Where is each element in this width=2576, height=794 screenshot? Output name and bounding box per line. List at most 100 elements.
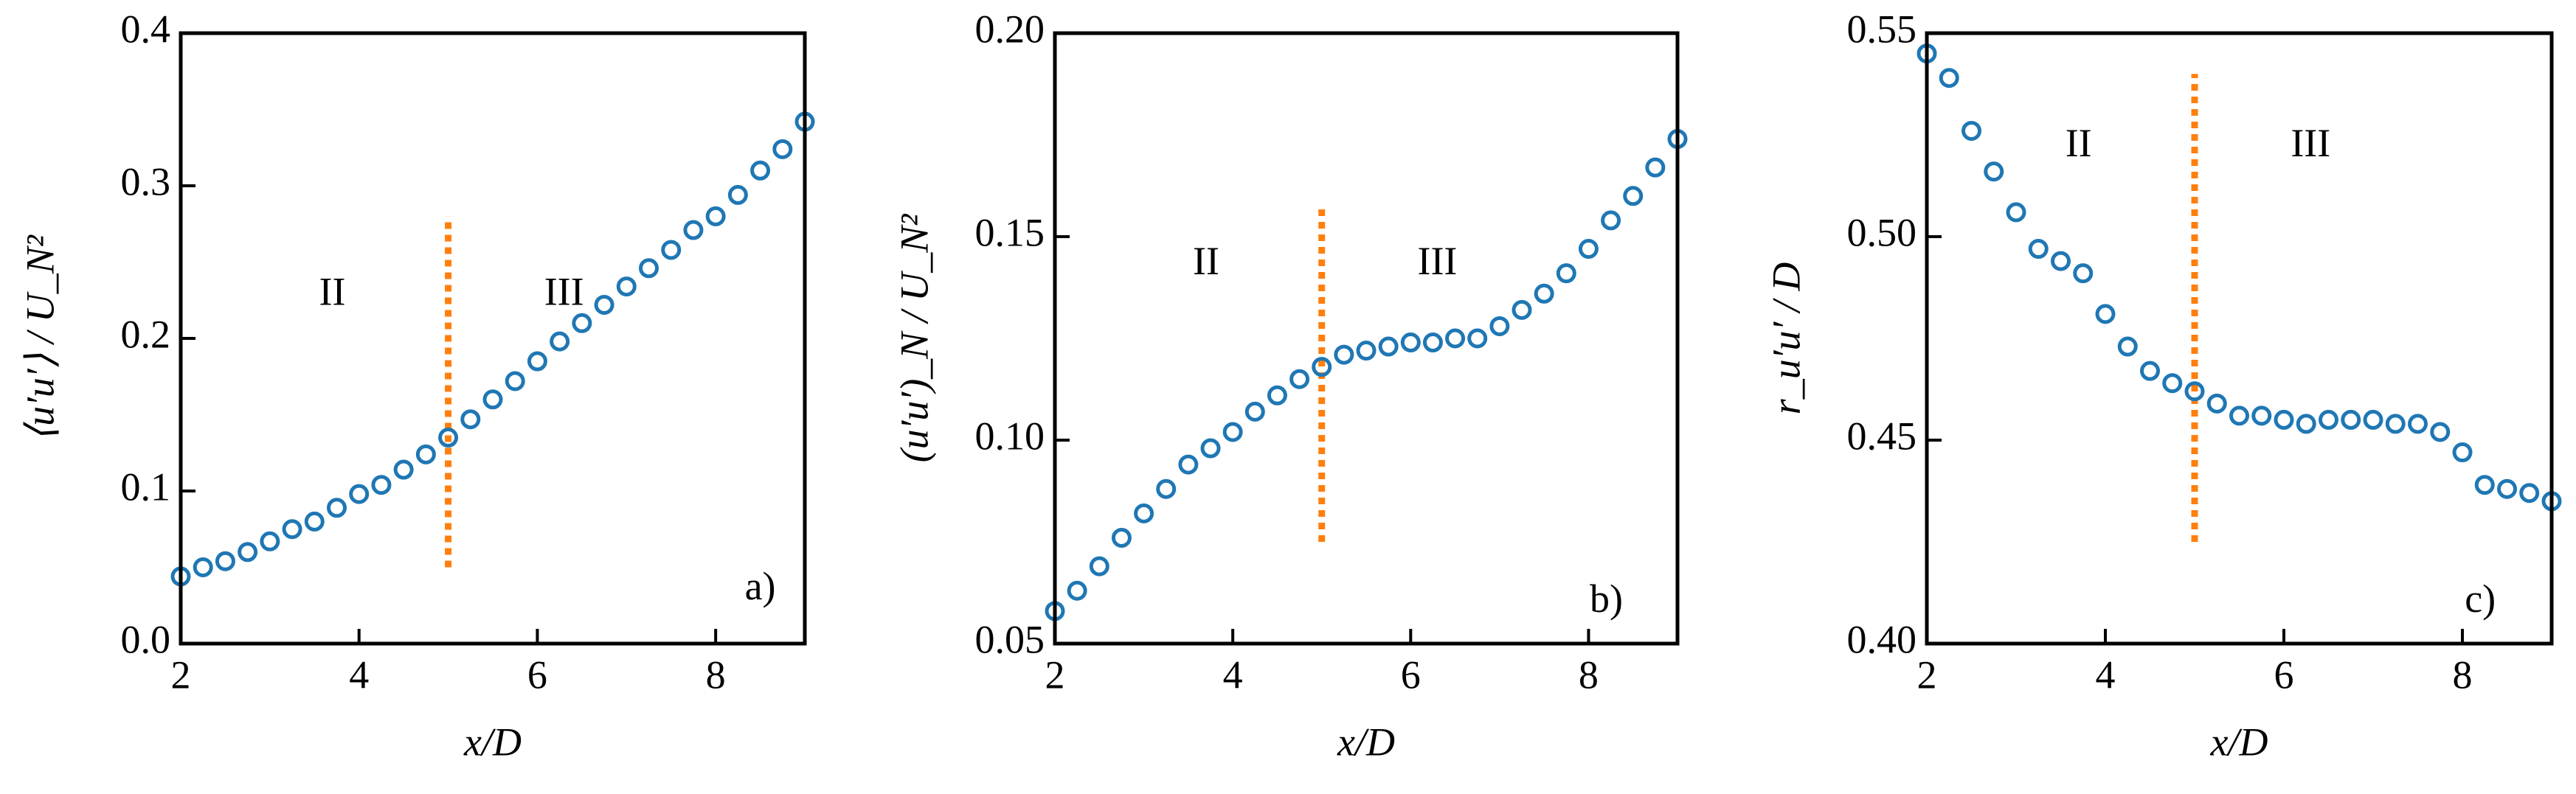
data-point [1512,299,1532,320]
data-point [639,258,659,279]
data-point [2474,475,2495,495]
data-point [215,551,235,571]
data-point [460,409,481,430]
data-point [2206,393,2227,414]
data-point [2385,414,2406,434]
x-tick-label: 6 [1401,652,1421,697]
data-point [1222,422,1243,442]
data-point [2117,336,2138,357]
data-point [2051,251,2071,271]
data-point [2296,414,2316,434]
data-point [2184,381,2205,402]
y-tick-label: 0.45 [1847,414,1917,458]
data-point [282,519,302,540]
annotation: III [2291,121,2330,165]
data-point [1356,341,1377,361]
data-point [572,313,592,333]
annotation: c) [2465,577,2496,621]
y-axis-label: (u′u′)_N / U_N² [892,214,936,463]
data-point [1111,527,1132,548]
annotation: III [544,269,584,313]
data-point [750,160,771,181]
data-point [550,331,570,352]
data-point [1556,263,1576,284]
data-point [2095,304,2116,324]
annotation: II [2066,121,2092,165]
data-point [616,276,637,297]
data-point [1962,120,1981,141]
data-point [1623,186,1644,206]
data-point [1489,316,1510,336]
data-point [2497,478,2517,499]
data-point [1267,385,1287,405]
data-point [1422,332,1443,353]
data-point [1645,157,1666,178]
data-point [705,206,726,226]
plot-frame [179,31,807,646]
x-tick-label: 8 [2453,652,2473,697]
data-point [438,428,459,448]
x-tick-label: 2 [1045,652,1065,697]
x-tick-label: 4 [1223,652,1243,697]
data-point [2408,414,2428,434]
x-axis-label: x/D [2210,720,2268,764]
data-point [1578,239,1599,260]
data-point [1939,68,1959,88]
data-point [2363,409,2383,430]
y-tick-label: 0.15 [975,210,1045,254]
plot-frame [1925,31,2554,646]
data-point [238,542,258,563]
data-point [1312,357,1332,377]
y-tick-label: 0.05 [975,617,1045,661]
data-point [527,351,547,372]
x-tick-label: 2 [1917,652,1937,697]
data-point [371,475,392,495]
data-point [1601,210,1621,231]
y-tick-label: 0.20 [975,7,1045,51]
data-point [349,484,370,504]
data-point [1178,454,1199,475]
data-point [1445,328,1466,349]
x-tick-label: 4 [349,652,369,697]
data-point [2028,239,2049,260]
data-point [1334,344,1354,365]
data-point [1089,556,1109,577]
data-point [594,294,614,315]
data-point [1378,336,1399,357]
y-axis-label: ⟨u′u′⟩ / U_N² [18,234,62,442]
x-tick-label: 6 [527,652,547,697]
data-point [2519,483,2540,504]
data-point [482,389,503,410]
x-tick-label: 8 [1579,652,1599,697]
data-point [683,220,704,240]
data-point [1400,332,1421,353]
data-point [2073,263,2094,284]
data-point [505,371,525,391]
annotation: III [1417,239,1457,283]
y-axis-label: r_u′u′ / D [1764,262,1808,415]
data-point [2341,409,2361,430]
y-tick-label: 0.55 [1847,7,1917,51]
x-tick-label: 2 [171,652,191,697]
data-point [2162,373,2183,394]
y-tick-label: 0.40 [1847,617,1917,661]
data-point [2319,409,2338,430]
data-point [1289,369,1310,389]
y-tick-label: 0.2 [121,312,171,356]
data-point [1467,328,1488,349]
data-point [1067,580,1087,601]
y-tick-label: 0.10 [975,414,1045,458]
data-point [661,240,682,260]
data-point [393,459,414,480]
data-point [2452,442,2473,463]
annotation: a) [745,564,776,608]
annotation: b) [1590,577,1623,621]
data-point [2006,202,2026,223]
data-point [304,511,325,532]
y-tick-label: 0.0 [121,617,171,661]
data-point [1984,161,2004,182]
data-point [1156,478,1177,499]
y-tick-label: 0.3 [121,159,171,203]
x-tick-label: 4 [2096,652,2116,697]
